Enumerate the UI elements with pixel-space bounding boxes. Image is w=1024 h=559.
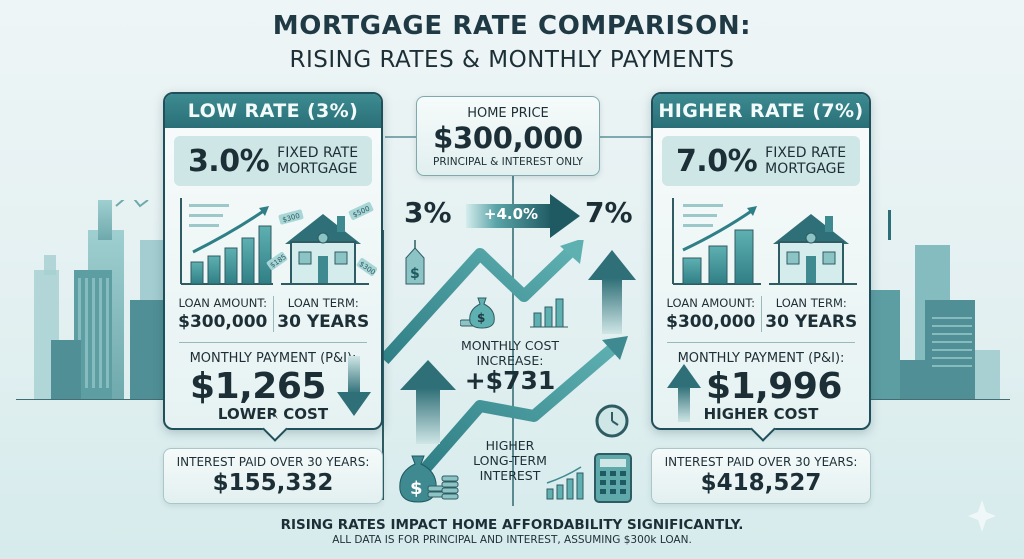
long-term-interest-label: HIGHER LONG-TERM INTEREST xyxy=(446,438,574,483)
loan-term: LOAN TERM: 30 YEARS xyxy=(760,296,862,332)
rate-label-line1: FIXED RATE xyxy=(277,145,359,161)
home-price-value: $300,000 xyxy=(433,121,583,155)
high-rate-illustration xyxy=(661,192,861,292)
page-title: MORTGAGE RATE COMPARISON: xyxy=(272,11,752,41)
loan-amount: LOAN AMOUNT: $300,000 xyxy=(173,296,273,332)
monthly-increase-value: +$731 xyxy=(464,366,556,395)
bar-chart-icon xyxy=(530,295,568,333)
bar-chart-house-icon xyxy=(672,198,857,285)
up-arrow-icon xyxy=(667,364,701,426)
loan-term-value: 30 YEARS xyxy=(277,312,370,332)
long-term-line3: INTEREST xyxy=(479,468,541,483)
cost-note: HIGHER COST xyxy=(703,405,819,423)
monthly-payment-label: MONTHLY PAYMENT (P&I): xyxy=(189,351,357,366)
high-rate-value: 7.0% xyxy=(675,143,758,179)
connector-line-right xyxy=(600,136,652,138)
loan-amount-label: LOAN AMOUNT: xyxy=(178,296,267,310)
monthly-payment-value: $1,265 xyxy=(190,366,326,407)
rate-label-line1: FIXED RATE xyxy=(765,145,847,161)
bar-chart-house-icon: $300 $500 $185 $300 xyxy=(180,198,378,285)
loan-term-label: LOAN TERM: xyxy=(287,296,359,310)
city-buildings-icon xyxy=(870,210,1010,401)
money-bag-coins-icon: $ xyxy=(398,452,460,508)
clock-icon xyxy=(594,403,630,443)
home-price-box: HOME PRICE $300,000 PRINCIPAL & INTEREST… xyxy=(416,96,600,176)
price-tag-icon: $ xyxy=(402,240,428,290)
interest-label: INTEREST PAID OVER 30 YEARS: xyxy=(176,455,370,469)
trend-arrows xyxy=(379,238,636,500)
svg-text:$: $ xyxy=(477,311,485,325)
low-rate-box: 3.0% FIXED RATE MORTGAGE xyxy=(174,136,372,186)
high-loan-details: LOAN AMOUNT: $300,000 LOAN TERM: 30 YEAR… xyxy=(661,296,861,332)
rate-label-line2: MORTGAGE xyxy=(277,161,358,177)
page-subtitle: RISING RATES & MONTHLY PAYMENTS xyxy=(289,47,735,73)
high-rate-box: 7.0% FIXED RATE MORTGAGE xyxy=(662,136,860,186)
rate-change: +4.0% xyxy=(483,205,539,223)
interest-value: $155,332 xyxy=(212,470,334,496)
high-rate-label: FIXED RATE MORTGAGE xyxy=(765,145,846,177)
low-rate-label: FIXED RATE MORTGAGE xyxy=(277,145,358,177)
loan-amount-label: LOAN AMOUNT: xyxy=(666,296,755,310)
monthly-payment-value: $1,996 xyxy=(706,366,842,407)
cost-note: LOWER COST xyxy=(217,405,329,423)
loan-amount: LOAN AMOUNT: $300,000 xyxy=(661,296,761,332)
rate-to: 7% xyxy=(585,196,633,229)
center-divider xyxy=(512,176,514,506)
low-interest-box: INTEREST PAID OVER 30 YEARS: $155,332 xyxy=(163,448,383,504)
small-growth-chart-icon xyxy=(545,465,587,505)
right-skyline xyxy=(870,160,1020,401)
left-skyline xyxy=(16,192,166,401)
long-term-line2: LONG-TERM xyxy=(473,453,547,468)
low-loan-details: LOAN AMOUNT: $300,000 LOAN TERM: 30 YEAR… xyxy=(173,296,373,332)
svg-text:$500: $500 xyxy=(352,205,372,220)
loan-term-label: LOAN TERM: xyxy=(775,296,847,310)
home-price-label: HOME PRICE xyxy=(467,106,549,121)
loan-term-value: 30 YEARS xyxy=(765,312,858,332)
home-price-note: PRINCIPAL & INTEREST ONLY xyxy=(433,156,583,168)
high-rate-card: HIGHER RATE (7%) 7.0% FIXED RATE MORTGAG… xyxy=(651,92,871,442)
trend-arrow-icon xyxy=(379,238,636,474)
monthly-increase-label-line1: MONTHLY COST xyxy=(460,338,560,353)
monthly-increase-label: MONTHLY COST INCREASE: xyxy=(446,338,574,368)
interest-label: INTEREST PAID OVER 30 YEARS: xyxy=(664,455,858,469)
monthly-payment-label: MONTHLY PAYMENT (P&I): xyxy=(677,351,845,366)
divider xyxy=(667,342,855,343)
connector-line-left xyxy=(385,136,417,138)
rate-from: 3% xyxy=(404,196,452,229)
rate-change-arrow-icon xyxy=(466,194,580,242)
city-buildings-icon xyxy=(16,192,166,401)
svg-text:$185: $185 xyxy=(269,253,288,270)
low-rate-illustration: $300 $500 $185 $300 xyxy=(173,192,378,292)
footer-note: ALL DATA IS FOR PRINCIPAL AND INTEREST, … xyxy=(332,534,692,546)
svg-text:$: $ xyxy=(410,478,423,499)
down-arrow-icon xyxy=(337,356,371,420)
loan-amount-value: $300,000 xyxy=(666,312,756,332)
svg-text:$300: $300 xyxy=(358,260,377,277)
divider xyxy=(179,342,367,343)
low-rate-value: 3.0% xyxy=(187,143,270,179)
sparkle-icon xyxy=(968,500,996,532)
loan-amount-value: $300,000 xyxy=(178,312,268,332)
long-term-line1: HIGHER xyxy=(485,438,535,453)
low-rate-card: LOW RATE (3%) 3.0% FIXED RATE MORTGAGE xyxy=(163,92,383,442)
svg-text:$: $ xyxy=(410,266,420,282)
calculator-icon xyxy=(594,453,632,507)
high-interest-box: INTEREST PAID OVER 30 YEARS: $418,527 xyxy=(651,448,871,504)
rate-label-line2: MORTGAGE xyxy=(765,161,846,177)
interest-value: $418,527 xyxy=(700,470,822,496)
high-rate-header: HIGHER RATE (7%) xyxy=(653,94,869,128)
footer-headline: RISING RATES IMPACT HOME AFFORDABILITY S… xyxy=(280,517,744,533)
monthly-increase-label-line2: INCREASE: xyxy=(476,353,544,368)
low-rate-header: LOW RATE (3%) xyxy=(165,94,381,128)
loan-term: LOAN TERM: 30 YEARS xyxy=(272,296,374,332)
money-bag-icon: $ xyxy=(459,292,500,334)
